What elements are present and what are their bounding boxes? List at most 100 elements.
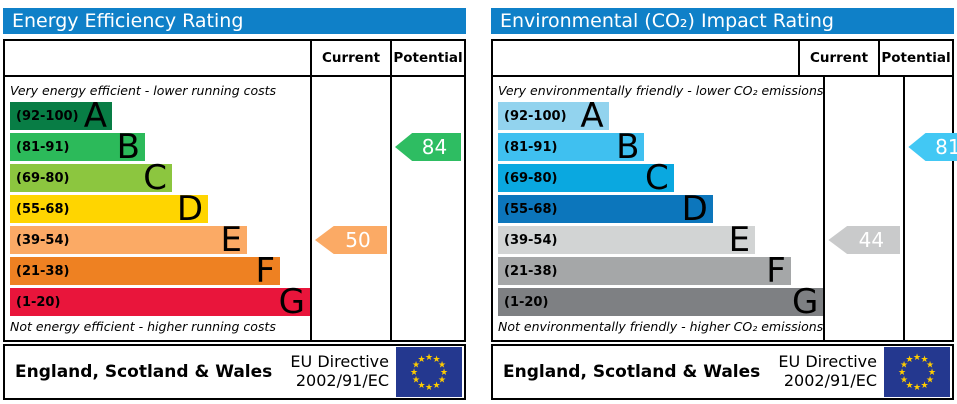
region-label: England, Scotland & Wales	[503, 362, 761, 382]
svg-text:★: ★	[425, 353, 433, 363]
top-note: Very environmentally friendly - lower CO…	[498, 83, 824, 98]
band-range: (39-54)	[16, 232, 70, 248]
eu-directive-line2: 2002/91/EC	[783, 371, 877, 390]
band-range: (81-91)	[504, 139, 558, 155]
panel-footer: England, Scotland & Wales EU Directive 2…	[3, 344, 466, 400]
band-c: (69-80) C	[10, 161, 172, 195]
svg-text:★: ★	[438, 376, 446, 386]
eu-flag-icon: ★ ★★★★★★★★★★★	[396, 347, 462, 397]
svg-text:★: ★	[920, 381, 928, 391]
top-note: Very energy efficient - lower running co…	[10, 83, 277, 98]
svg-text:★: ★	[928, 368, 936, 378]
panel-title-bar: Energy Efficiency Rating	[3, 8, 466, 34]
eu-directive-line1: EU Directive	[778, 352, 877, 372]
current-column: 44	[823, 77, 903, 340]
svg-text:★: ★	[926, 361, 934, 371]
potential-rating-value: 81	[935, 135, 957, 159]
current-rating-value: 50	[345, 228, 371, 252]
potential-column-header: Potential	[878, 41, 952, 75]
potential-column-header: Potential	[390, 41, 464, 75]
bands-area: Very energy efficient - lower running co…	[5, 77, 310, 340]
band-e: (39-54) E	[10, 219, 247, 260]
eu-directive-line2: 2002/91/EC	[295, 371, 389, 390]
svg-text:★: ★	[417, 381, 425, 391]
current-rating-arrow: 50	[315, 226, 387, 254]
column-header-row: Current Potential	[5, 41, 464, 77]
band-range: (21-38)	[16, 263, 70, 279]
region-label: England, Scotland & Wales	[15, 362, 273, 382]
band-c: (69-80) C	[498, 157, 674, 198]
potential-rating-value: 84	[421, 135, 448, 159]
svg-text:★: ★	[412, 361, 420, 371]
band-letter: G	[792, 281, 819, 322]
column-header-row: Current Potential	[493, 41, 952, 77]
bottom-note: Not energy efficient - higher running co…	[10, 319, 276, 334]
svg-text:★: ★	[425, 383, 433, 393]
band-letter: A	[580, 95, 604, 136]
band-range: (55-68)	[504, 201, 558, 217]
svg-text:★: ★	[900, 376, 908, 386]
band-a: (92-100) A	[10, 99, 112, 133]
eu-directive-label: EU Directive 2002/91/EC	[778, 352, 884, 391]
svg-text:★: ★	[900, 361, 908, 371]
chart-body: Very environmentally friendly - lower CO…	[493, 77, 957, 340]
band-b: (81-91) B	[10, 130, 145, 164]
svg-text:★: ★	[412, 376, 420, 386]
band-letter: C	[644, 157, 669, 198]
svg-text:★: ★	[417, 355, 425, 365]
panel-title: Energy Efficiency Rating	[12, 10, 244, 32]
band-letter: D	[176, 188, 203, 229]
panel-footer: England, Scotland & Wales EU Directive 2…	[491, 344, 954, 400]
rating-chart: Current Potential Very environmentally f…	[491, 39, 957, 342]
bottom-note: Not environmentally friendly - higher CO…	[498, 319, 824, 334]
band-letter: E	[728, 219, 751, 260]
panel-title: Environmental (CO₂) Impact Rating	[500, 10, 834, 32]
band-letter: F	[255, 250, 275, 291]
potential-column: 81	[903, 77, 957, 340]
band-range: (1-20)	[16, 294, 61, 310]
svg-text:★: ★	[432, 355, 440, 365]
current-rating-value: 44	[858, 228, 885, 252]
potential-column: 84	[390, 77, 464, 340]
band-range: (39-54)	[504, 232, 558, 248]
potential-rating-arrow: 84	[395, 133, 461, 161]
header-spacer	[5, 41, 310, 75]
band-f: (21-38) F	[10, 250, 280, 291]
band-range: (81-91)	[16, 139, 70, 155]
bands: (92-100) A (81-91) B (69-80) C (55-68) D (39-54)…	[498, 95, 824, 322]
band-letter: F	[766, 250, 786, 291]
band-letter: G	[278, 281, 305, 322]
current-column-header: Current	[310, 41, 390, 75]
eu-flag-icon: ★ ★★★★★★★★★★★	[884, 347, 950, 397]
band-d: (55-68) D	[10, 188, 208, 229]
eu-directive-line1: EU Directive	[290, 352, 389, 372]
band-b: (81-91) B	[498, 126, 645, 167]
band-letter: B	[616, 126, 640, 167]
band-d: (55-68) D	[498, 192, 713, 226]
band-range: (92-100)	[16, 108, 79, 124]
bands: (92-100) A (81-91) B (69-80) C (55-68) D (39-54)…	[10, 99, 310, 322]
svg-text:★: ★	[440, 368, 448, 378]
svg-text:★: ★	[438, 361, 446, 371]
potential-rating-arrow: 81	[908, 133, 957, 161]
band-a: (92-100) A	[498, 95, 609, 136]
current-column: 50	[310, 77, 390, 340]
svg-text:★: ★	[920, 355, 928, 365]
band-range: (69-80)	[504, 170, 558, 186]
svg-text:★: ★	[926, 376, 934, 386]
eu-directive-label: EU Directive 2002/91/EC	[290, 352, 396, 391]
chart-body: Very energy efficient - lower running co…	[5, 77, 464, 340]
svg-text:★: ★	[410, 368, 418, 378]
band-g: (1-20) G	[10, 281, 310, 322]
band-range: (55-68)	[16, 201, 70, 217]
svg-text:★: ★	[898, 368, 906, 378]
band-letter: E	[220, 219, 242, 260]
svg-text:★: ★	[913, 353, 921, 363]
current-rating-arrow: 44	[828, 226, 901, 254]
band-range: (21-38)	[504, 263, 558, 279]
bands-area: Very environmentally friendly - lower CO…	[493, 77, 824, 340]
panel-title-bar: Environmental (CO₂) Impact Rating	[491, 8, 954, 34]
band-g: (1-20) G	[498, 281, 824, 322]
band-e: (39-54) E	[498, 219, 756, 260]
